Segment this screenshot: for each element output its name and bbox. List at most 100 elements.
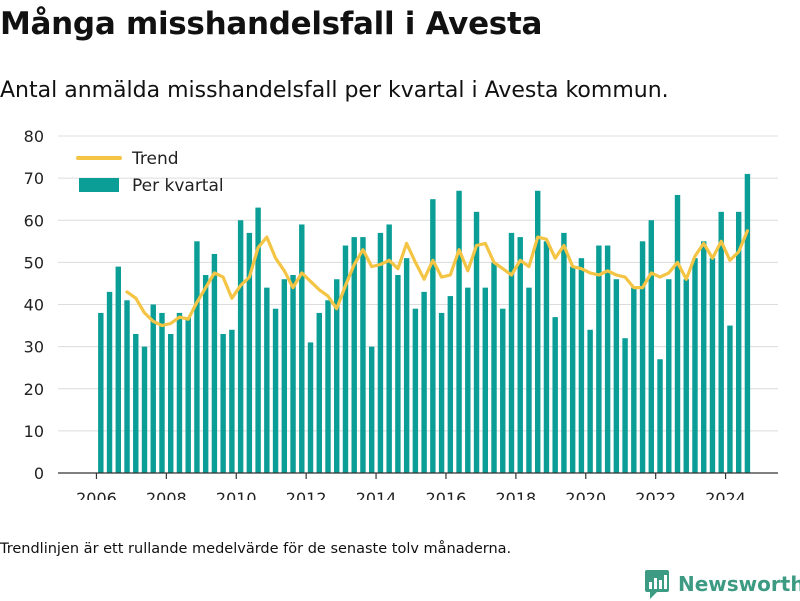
bar-2012Q3 [325, 300, 331, 473]
trend-line [125, 229, 750, 328]
bar-2018Q4 [543, 241, 550, 473]
bar-2018Q2 [526, 287, 532, 473]
bar-2017Q1 [482, 287, 488, 473]
bar-2011Q1 [272, 308, 279, 473]
bar-2019Q4 [578, 258, 585, 473]
y-tick-label: 0 [34, 464, 44, 483]
bar-2022Q1 [657, 359, 663, 473]
bar-2023Q4 [718, 211, 724, 473]
chart-area: 0 10 20 30 40 50 60 70 80 2006 2008 2010 2012 2014 201… [0, 120, 800, 500]
bar-2012Q4 [334, 279, 340, 473]
bar-2019Q2 [561, 232, 567, 473]
trend-line-group [125, 229, 750, 328]
y-tick-label: 40 [24, 296, 44, 315]
brand-logo[interactable]: Newsworthy [644, 567, 800, 601]
bar-2016Q3 [465, 287, 471, 473]
bar-2023Q1 [692, 258, 698, 473]
bar-2015Q4 [438, 312, 445, 473]
bar-2015Q2 [421, 291, 427, 473]
bar-2021Q1 [622, 338, 628, 473]
bar-2012Q2 [316, 312, 322, 473]
chart-logo-icon [645, 570, 669, 599]
bar-2024Q1 [727, 325, 733, 473]
bar-2014Q4 [403, 258, 410, 473]
y-tick-label: 60 [24, 211, 44, 230]
x-tick-label: 2016 [426, 489, 467, 500]
bar-2018Q1 [517, 237, 523, 473]
bars-per-kvartal [98, 173, 751, 474]
bar-2019Q3 [569, 266, 576, 473]
legend: Trend Per kvartal [76, 149, 224, 196]
bar-2007Q4 [159, 312, 165, 473]
bar-2022Q2 [666, 279, 672, 473]
bar-2022Q4 [683, 279, 689, 473]
bar-2014Q2 [386, 224, 392, 473]
bar-2009Q4 [229, 329, 235, 473]
bar-2007Q1 [133, 333, 139, 473]
bar-2010Q1 [237, 220, 244, 473]
y-tick-label: 30 [24, 338, 44, 357]
bar-2022Q3 [674, 194, 681, 473]
bar-2023Q2 [701, 241, 707, 473]
bar-2008Q1 [168, 333, 174, 473]
brand-name: Newsworthy [678, 572, 800, 596]
y-tick-label: 20 [24, 380, 44, 399]
bar-2006Q2 [106, 291, 113, 473]
bar-2013Q3 [360, 237, 366, 473]
x-tick-label: 2018 [496, 489, 537, 500]
bar-2016Q1 [447, 296, 454, 473]
bar-2017Q3 [500, 308, 506, 473]
bar-2011Q2 [281, 279, 288, 473]
bar-2011Q4 [299, 224, 305, 473]
chart-title: Många misshandelsfall i Avesta [0, 6, 543, 42]
x-tick-label: 2006 [76, 489, 117, 500]
bar-2023Q3 [709, 258, 716, 473]
x-tick-label: 2010 [216, 489, 257, 500]
bar-2017Q2 [491, 262, 497, 473]
bar-2021Q3 [639, 241, 646, 473]
bar-2013Q4 [368, 346, 375, 473]
bar-2015Q3 [430, 199, 436, 473]
bar-2016Q4 [473, 211, 480, 473]
bar-2007Q2 [141, 346, 148, 473]
y-tick-label: 10 [24, 422, 44, 441]
bar-2008Q3 [185, 317, 191, 473]
bar-2013Q1 [342, 245, 349, 473]
bar-2010Q2 [246, 232, 253, 473]
bar-2009Q3 [220, 333, 226, 473]
bar-2006Q1 [98, 312, 104, 473]
chart-subtitle: Antal anmälda misshandelsfall per kvarta… [0, 78, 669, 103]
bar-2017Q4 [508, 232, 515, 473]
bar-2008Q2 [176, 312, 183, 473]
bar-2014Q3 [395, 275, 401, 473]
legend-bar-swatch [79, 178, 119, 192]
bar-2020Q1 [587, 329, 593, 473]
bar-2020Q2 [596, 245, 602, 473]
bar-line-chart: 0 10 20 30 40 50 60 70 80 2006 2008 2010 2012 2014 201… [24, 127, 778, 500]
bar-2020Q4 [613, 279, 620, 473]
bar-2024Q3 [744, 173, 751, 473]
x-tick-label: 2014 [356, 489, 397, 500]
footnote: Trendlinjen är ett rullande medelvärde f… [0, 541, 512, 557]
x-tick-label: 2008 [146, 489, 187, 500]
bar-2021Q4 [648, 220, 655, 473]
bar-2016Q2 [456, 190, 462, 473]
legend-bar-label: Per kvartal [132, 176, 224, 196]
bar-2007Q3 [150, 304, 156, 473]
bar-2020Q3 [604, 245, 611, 473]
bar-2013Q2 [351, 237, 357, 473]
bar-2010Q3 [255, 207, 261, 474]
bar-2011Q3 [290, 275, 296, 473]
x-tick-label: 2022 [635, 489, 676, 500]
axes: 0 10 20 30 40 50 60 70 80 2006 2008 2010 2012 2014 201… [24, 127, 778, 500]
bar-2012Q1 [307, 342, 314, 473]
bar-2015Q1 [412, 308, 419, 473]
bar-2010Q4 [264, 287, 270, 473]
bar-2008Q4 [194, 241, 200, 473]
bar-2014Q1 [377, 232, 384, 473]
bar-2018Q3 [535, 190, 541, 473]
bar-2024Q2 [735, 211, 742, 473]
bar-2006Q4 [124, 300, 130, 473]
x-tick-label: 2020 [565, 489, 606, 500]
y-tick-label: 70 [24, 169, 44, 188]
